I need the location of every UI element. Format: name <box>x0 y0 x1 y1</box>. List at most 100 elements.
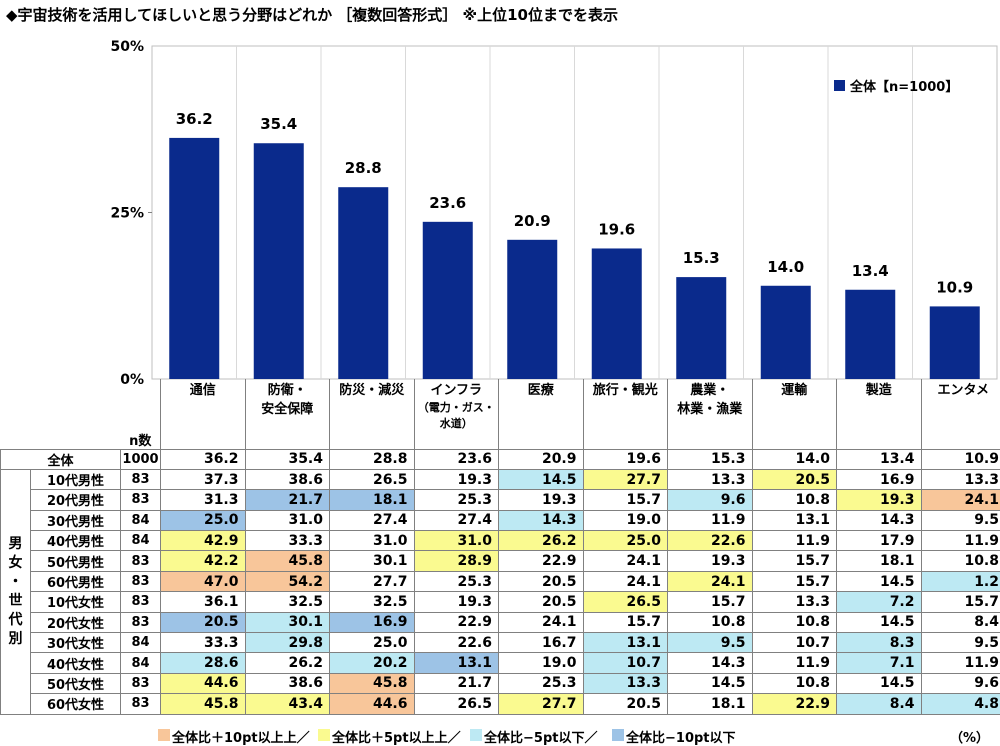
bar <box>423 222 473 379</box>
category-label-line: 運輸 <box>753 381 837 400</box>
table-cell: 19.3 <box>668 551 753 571</box>
table-cell: 20.5 <box>161 612 246 632</box>
table-cell: 26.5 <box>330 469 415 489</box>
category-label-line: インフラ <box>415 381 499 400</box>
table-cell: 33.3 <box>161 633 246 653</box>
table-cell: 10.8 <box>752 612 837 632</box>
n-value: 1000 <box>121 449 161 469</box>
table-cell: 13.3 <box>752 592 837 612</box>
table-cell: 47.0 <box>161 571 246 591</box>
n-value: 83 <box>121 612 161 632</box>
legend-swatch <box>612 729 624 741</box>
table-cell: 19.3 <box>499 490 584 510</box>
category-label-line: 防災・減災 <box>330 381 414 400</box>
group-label: 男女・世代別 <box>1 469 31 714</box>
table-cell: 15.7 <box>583 490 668 510</box>
table-cell: 15.7 <box>752 571 837 591</box>
category-header: 製造 <box>837 379 922 449</box>
legend-label: 全体【n=1000】 <box>849 79 958 95</box>
table-cell: 19.6 <box>583 449 668 469</box>
table-cell: 14.5 <box>668 673 753 693</box>
group-label-char: 世 <box>1 592 30 611</box>
table-cell: 14.5 <box>837 612 922 632</box>
bar <box>592 248 642 379</box>
table-cell: 24.1 <box>499 612 584 632</box>
n-value: 84 <box>121 531 161 551</box>
table-cell: 22.6 <box>414 633 499 653</box>
category-label-line: 水道） <box>415 416 499 432</box>
table-cell: 42.9 <box>161 531 246 551</box>
table-cell: 22.9 <box>752 694 837 714</box>
table-cell: 27.4 <box>414 510 499 530</box>
table-cell: 7.1 <box>837 653 922 673</box>
table-cell: 11.9 <box>752 531 837 551</box>
table-cell: 13.1 <box>752 510 837 530</box>
bar <box>169 138 219 379</box>
table-cell: 11.9 <box>921 531 1000 551</box>
category-header: 医療 <box>499 379 584 449</box>
bar <box>507 240 557 379</box>
table-cell: 9.5 <box>921 510 1000 530</box>
table-cell: 18.1 <box>837 551 922 571</box>
legend-swatch <box>834 80 845 91</box>
table-cell: 26.5 <box>583 592 668 612</box>
y-tick-label: 25% <box>110 206 144 222</box>
legend-swatch <box>318 729 330 741</box>
table-cell: 14.0 <box>752 449 837 469</box>
table-cell: 19.0 <box>583 510 668 530</box>
table-cell: 20.2 <box>330 653 415 673</box>
table-cell: 27.7 <box>330 571 415 591</box>
table-cell: 23.6 <box>414 449 499 469</box>
group-label-char: 女 <box>1 554 30 573</box>
row-label: 30代男性 <box>31 510 121 530</box>
table-cell: 10.8 <box>921 551 1000 571</box>
table-cell: 19.0 <box>499 653 584 673</box>
table-cell: 42.2 <box>161 551 246 571</box>
table-cell: 32.5 <box>245 592 330 612</box>
data-label: 14.0 <box>767 258 804 276</box>
table-cell: 28.6 <box>161 653 246 673</box>
category-label-line: 通信 <box>161 381 245 400</box>
table-cell: 44.6 <box>330 694 415 714</box>
crosstab-table: n数通信防衛・安全保障防災・減災インフラ（電力・ガス・水道）医療旅行・観光農業・… <box>0 379 1000 715</box>
data-label: 35.4 <box>260 115 297 133</box>
table-cell: 20.5 <box>499 592 584 612</box>
table-cell: 19.3 <box>837 490 922 510</box>
n-value: 83 <box>121 571 161 591</box>
n-value: 83 <box>121 490 161 510</box>
table-cell: 13.1 <box>583 633 668 653</box>
table-cell: 9.6 <box>668 490 753 510</box>
table-cell: 21.7 <box>245 490 330 510</box>
table-cell: 11.9 <box>921 653 1000 673</box>
table-cell: 15.3 <box>668 449 753 469</box>
table-cell: 27.7 <box>583 469 668 489</box>
table-cell: 26.5 <box>414 694 499 714</box>
row-label: 10代男性 <box>31 469 121 489</box>
table-cell: 25.3 <box>414 571 499 591</box>
data-label: 13.4 <box>852 262 889 280</box>
table-cell: 9.5 <box>668 633 753 653</box>
table-cell: 27.4 <box>330 510 415 530</box>
table-cell: 36.1 <box>161 592 246 612</box>
table-cell: 30.1 <box>330 551 415 571</box>
data-label: 19.6 <box>598 220 635 238</box>
table-cell: 24.1 <box>668 571 753 591</box>
table-cell: 25.0 <box>583 531 668 551</box>
color-legend: 全体比＋10pt以上上／全体比＋5pt以上上／全体比−5pt以下／全体比−10p… <box>0 726 1000 745</box>
table-cell: 1.2 <box>921 571 1000 591</box>
category-label-line: 医療 <box>499 381 583 400</box>
table-cell: 8.3 <box>837 633 922 653</box>
table-cell: 14.5 <box>837 673 922 693</box>
category-label-line: 製造 <box>837 381 921 400</box>
category-header: 農業・林業・漁業 <box>668 379 753 449</box>
table-cell: 31.0 <box>330 531 415 551</box>
n-value: 83 <box>121 673 161 693</box>
n-value: 83 <box>121 694 161 714</box>
table-cell: 19.3 <box>414 592 499 612</box>
